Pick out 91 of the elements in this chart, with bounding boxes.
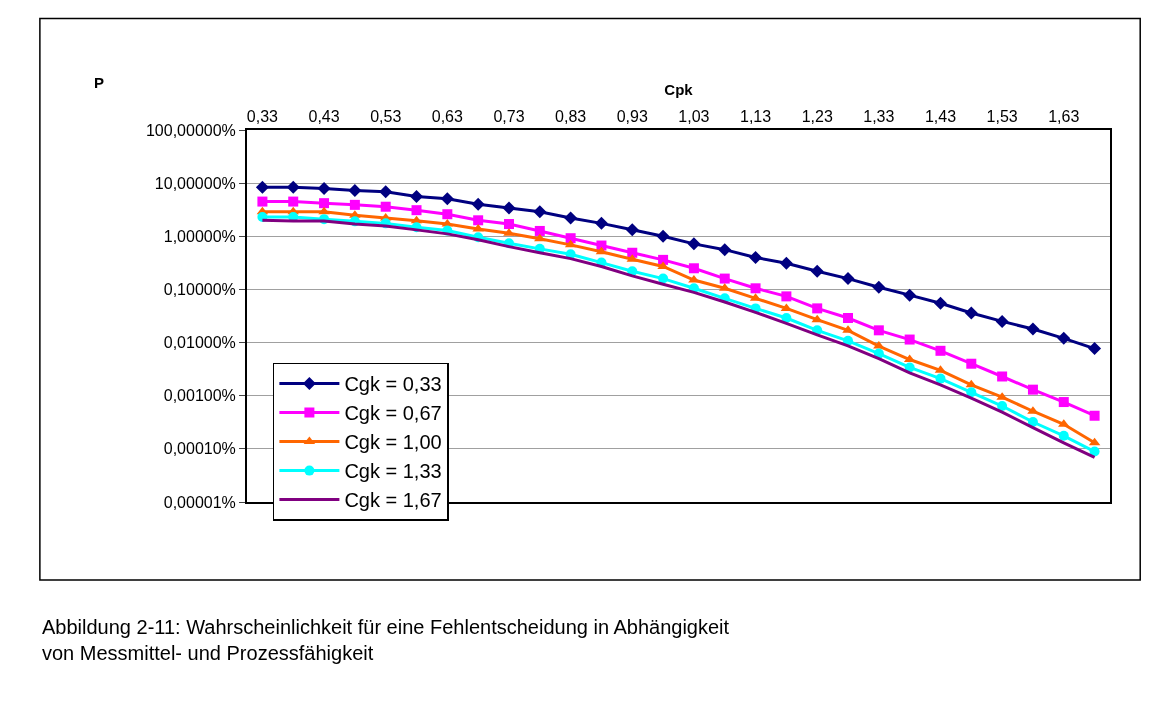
point — [781, 291, 792, 302]
point — [995, 314, 1009, 328]
point — [935, 345, 946, 356]
legend-label: Cgk = 0,33 — [344, 373, 442, 396]
point — [904, 334, 915, 345]
x-tick-label: 1,03 — [678, 107, 710, 125]
point — [964, 306, 978, 320]
x-tick-label: 0,33 — [246, 107, 279, 125]
point — [288, 196, 299, 207]
point — [1088, 342, 1102, 356]
point — [319, 198, 330, 209]
y-tick-label: 0,10000% — [163, 281, 236, 299]
y-tick-label: 0,00010% — [163, 440, 236, 458]
y-tick-label: 1,00000% — [163, 227, 236, 245]
point — [656, 229, 670, 243]
x-tick-label: 1,13 — [739, 107, 772, 125]
point — [1057, 331, 1071, 345]
x-tick-label: 0,43 — [308, 107, 340, 125]
point — [565, 233, 576, 244]
point — [410, 190, 424, 204]
point — [1058, 430, 1069, 441]
point — [442, 209, 453, 220]
point — [379, 185, 393, 199]
legend-label: Cgk = 1,00 — [344, 431, 442, 454]
point — [1027, 384, 1038, 395]
text: Abbildung 2-11: Wahrscheinlichkeit für eine Fehlentscheidung in Abhängigkeit von Messmittel- und Prozessfähigkeit — [42, 616, 730, 664]
point — [749, 250, 763, 264]
x-tick-label: 0,83 — [555, 107, 587, 125]
x-tick-label: 1,23 — [801, 107, 833, 125]
point — [380, 201, 391, 212]
point — [625, 223, 639, 237]
point — [257, 196, 268, 207]
point — [1089, 410, 1100, 421]
point — [750, 283, 761, 294]
point — [811, 314, 823, 323]
point — [594, 216, 608, 230]
legend-label: Cgk = 0,67 — [344, 402, 442, 425]
point — [687, 237, 701, 251]
point — [564, 211, 578, 225]
point — [471, 197, 485, 211]
point — [473, 215, 484, 226]
point — [933, 296, 947, 310]
x-tick-label: 1,33 — [863, 107, 895, 125]
point — [349, 199, 360, 210]
point — [997, 401, 1008, 412]
x-tick-label: 1,53 — [986, 107, 1018, 125]
point — [286, 180, 300, 194]
point — [534, 233, 546, 242]
legend-label: Cgk = 1,33 — [344, 460, 442, 483]
point — [348, 183, 362, 197]
point — [1027, 417, 1038, 428]
x-tick-label: 0,93 — [616, 107, 648, 125]
point — [997, 371, 1008, 382]
y-axis-title: P — [94, 74, 105, 91]
point — [255, 180, 269, 194]
x-axis-title: Cpk — [664, 81, 694, 99]
point — [719, 273, 730, 284]
point — [843, 313, 854, 323]
y-tick-label: 0,00100% — [163, 387, 236, 405]
point — [658, 273, 669, 284]
point — [810, 264, 824, 278]
y-tick-label: 0,00001% — [163, 493, 236, 511]
x-tick-label: 0,73 — [493, 107, 525, 125]
point — [411, 205, 422, 216]
point — [503, 219, 514, 230]
x-tick-label: 0,53 — [370, 107, 402, 125]
legend-label: Cgk = 1,67 — [344, 489, 442, 512]
point — [779, 256, 793, 270]
point — [534, 225, 545, 236]
point — [812, 303, 823, 314]
point — [440, 192, 454, 206]
point — [688, 263, 699, 274]
point — [966, 387, 977, 398]
point — [318, 206, 330, 215]
point — [718, 243, 732, 257]
point — [966, 358, 977, 369]
point — [317, 182, 331, 196]
x-tick-label: 1,43 — [924, 107, 957, 125]
point — [841, 272, 855, 286]
point — [873, 325, 884, 336]
x-tick-label: 0,63 — [431, 107, 464, 125]
y-tick-label: 10,00000% — [154, 174, 236, 192]
point — [502, 201, 516, 215]
x-tick-label: 1,63 — [1048, 107, 1080, 125]
point — [903, 288, 917, 302]
point — [1058, 397, 1069, 408]
point — [533, 205, 547, 219]
y-tick-label: 0,01000% — [163, 334, 236, 352]
point — [1026, 322, 1040, 336]
y-tick-label: 100,00000% — [145, 121, 236, 139]
point — [872, 280, 886, 294]
